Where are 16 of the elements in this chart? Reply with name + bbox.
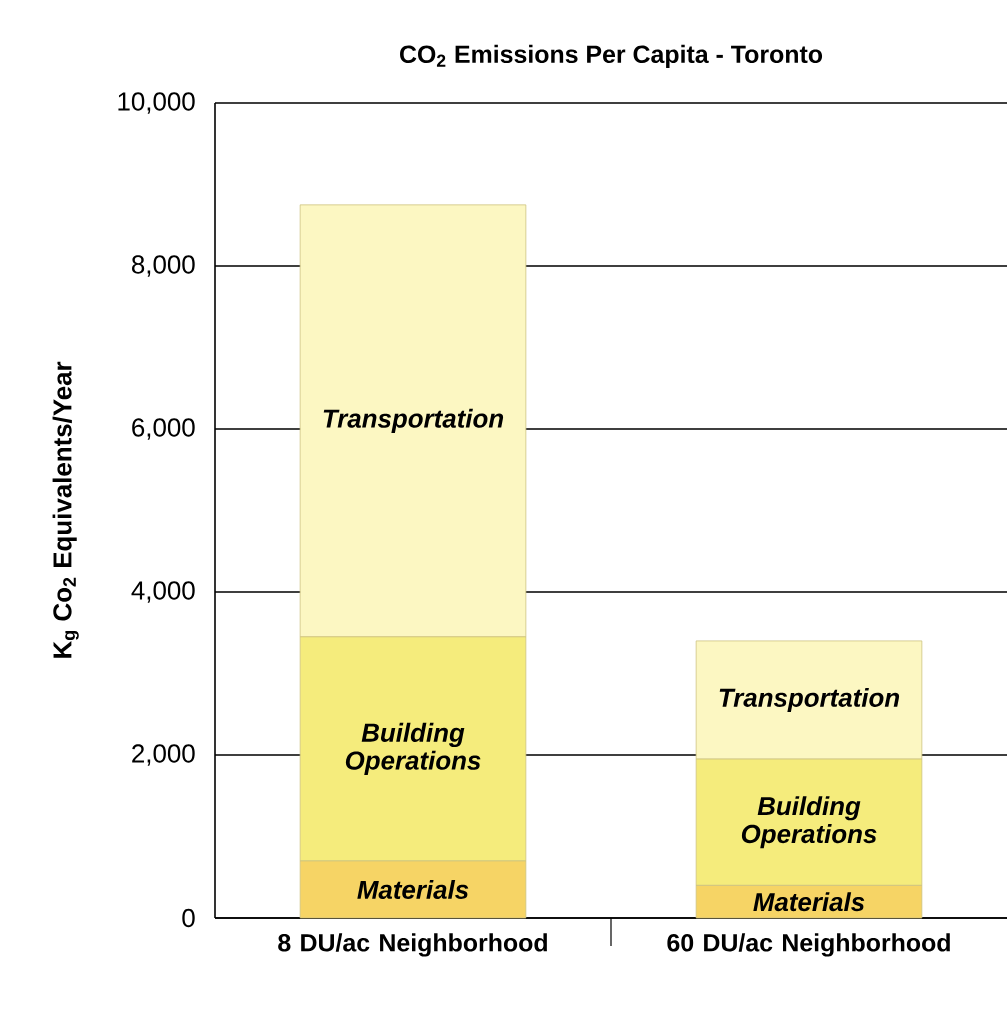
y-tick-label: 8,000	[132, 255, 195, 277]
y-tick-label: 2,000	[132, 744, 195, 766]
y-tick-label: 6,000	[132, 418, 195, 440]
series-label: Materials	[753, 892, 865, 912]
chart-title: CO$_{2}$ Emissions Per Capita - Toronto	[400, 44, 823, 68]
y-axis-title: K$_{g}$ Co$_{2}$ Equivalents/Year	[52, 361, 79, 658]
x-tick-label: 60 DU/ac Neighborhood	[667, 933, 950, 957]
series-label: Building Operations	[741, 796, 877, 849]
text: Building Operations	[345, 722, 481, 775]
y-tick-label: 4,000	[131, 581, 195, 603]
x-tick-label: 8 DU/ac Neighborhood	[278, 933, 547, 957]
text: Transportation	[323, 408, 504, 433]
series-label: Transportation	[719, 687, 900, 713]
text: Materials	[357, 879, 469, 899]
y-tick-label: 0	[182, 908, 195, 928]
y-tick-label: 10,000	[118, 92, 195, 114]
